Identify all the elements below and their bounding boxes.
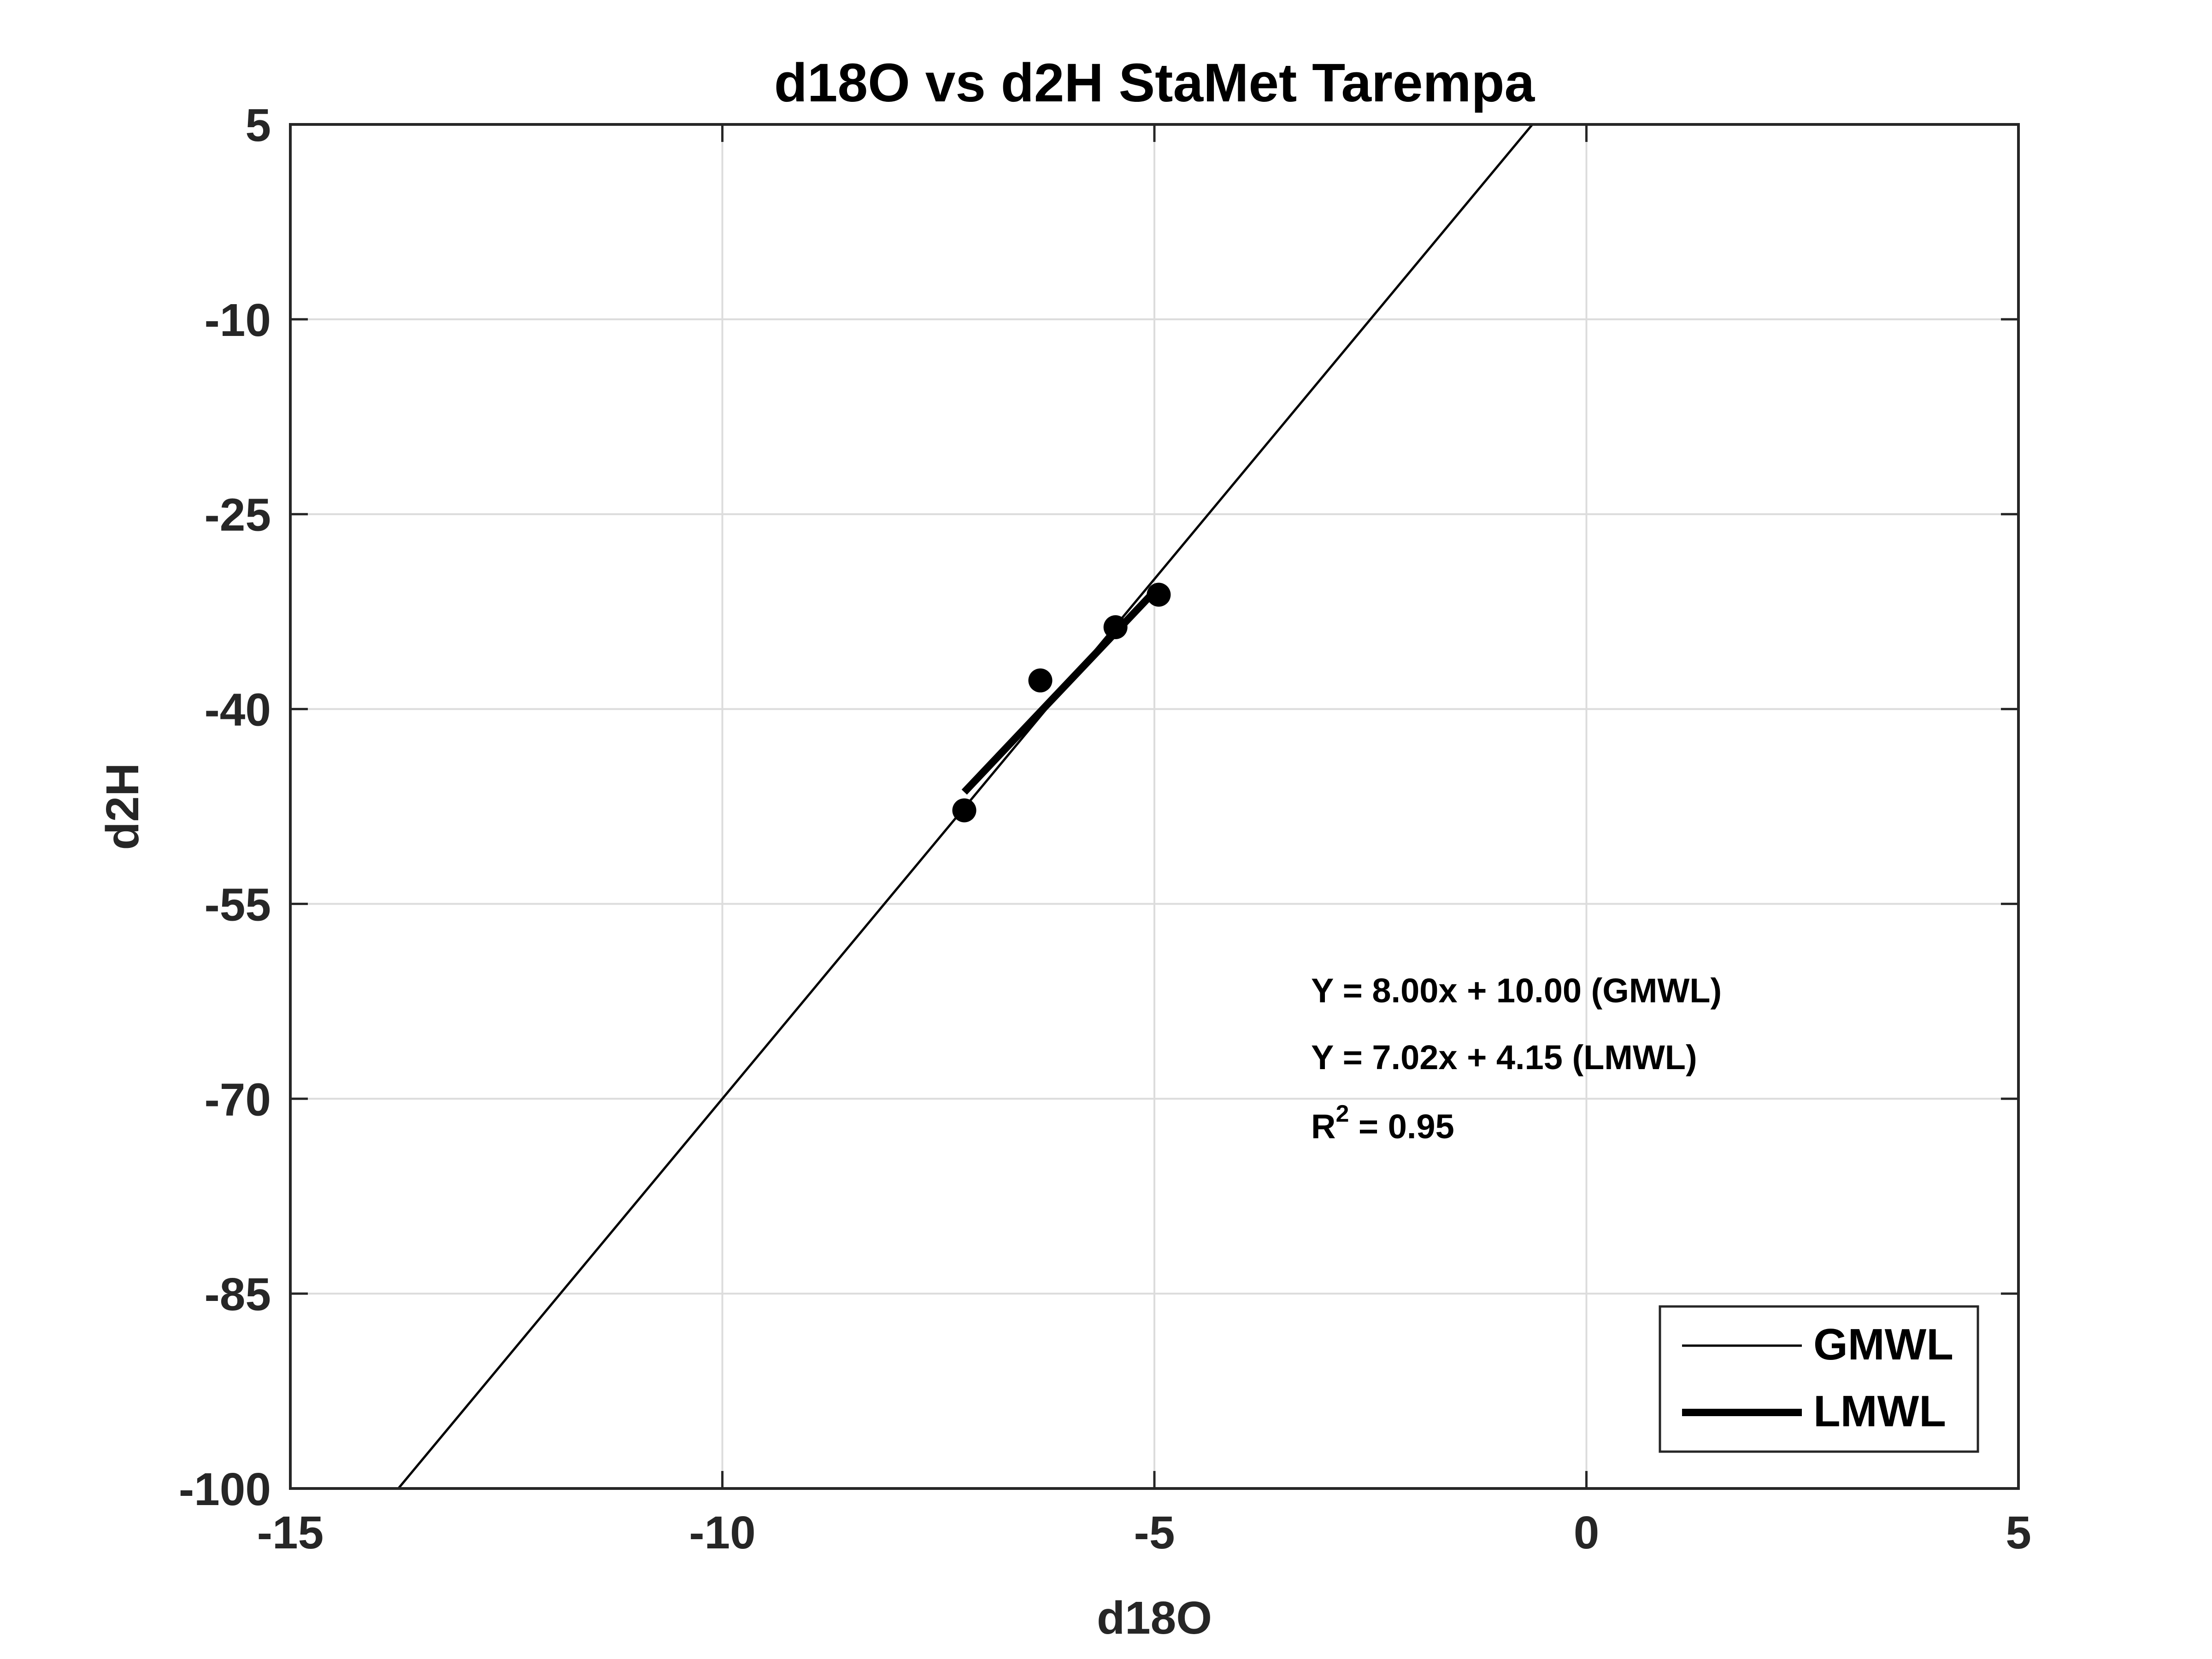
y-tick-label: -55 bbox=[204, 879, 271, 930]
y-tick-labels: 5 -10 -25 -40 -55 -70 -85 -100 bbox=[179, 100, 271, 1515]
gmwl-equation: Y = 8.00x + 10.00 (GMWL) bbox=[1311, 971, 1722, 1010]
data-point bbox=[952, 798, 977, 823]
y-tick-label: -25 bbox=[204, 489, 271, 541]
data-point bbox=[1028, 668, 1053, 693]
y-tick-label: -70 bbox=[204, 1074, 271, 1125]
y-tick-label: -85 bbox=[204, 1269, 271, 1320]
grid bbox=[290, 124, 2018, 1488]
legend-label-lmwl: LMWL bbox=[1813, 1387, 1946, 1436]
r-squared-label: R2 = 0.95 bbox=[1311, 1100, 1454, 1146]
y-tick-label: -100 bbox=[179, 1464, 271, 1515]
y-tick-label: -10 bbox=[204, 294, 271, 346]
legend-box bbox=[1659, 1305, 1979, 1453]
data-points bbox=[952, 582, 1171, 823]
axis-ticks bbox=[289, 123, 2020, 1490]
r-squared-value: = 0.95 bbox=[1349, 1107, 1454, 1146]
x-axis-label: d18O bbox=[1097, 1592, 1212, 1644]
y-tick-label: -40 bbox=[204, 684, 271, 736]
r-squared-base: R bbox=[1311, 1107, 1335, 1146]
y-tick-label: 5 bbox=[245, 100, 271, 151]
x-tick-label: 0 bbox=[1574, 1507, 1600, 1559]
legend: GMWL LMWL bbox=[1659, 1305, 1979, 1453]
data-point bbox=[1147, 582, 1171, 607]
data-point bbox=[1103, 615, 1128, 639]
x-tick-label: -10 bbox=[689, 1507, 756, 1559]
chart-title: d18O vs d2H StaMet Tarempa bbox=[774, 53, 1535, 113]
x-tick-label: -15 bbox=[257, 1507, 324, 1559]
legend-label-gmwl: GMWL bbox=[1813, 1320, 1953, 1369]
lmwl-line bbox=[961, 584, 1162, 795]
x-tick-labels: -15 -10 -5 0 5 bbox=[257, 1507, 2031, 1559]
lmwl-equation: Y = 7.02x + 4.15 (LMWL) bbox=[1311, 1038, 1697, 1077]
r-squared-superscript: 2 bbox=[1335, 1100, 1349, 1127]
x-tick-label: -5 bbox=[1134, 1507, 1175, 1559]
x-tick-label: 5 bbox=[2006, 1507, 2031, 1559]
y-axis-label: d2H bbox=[97, 763, 148, 850]
